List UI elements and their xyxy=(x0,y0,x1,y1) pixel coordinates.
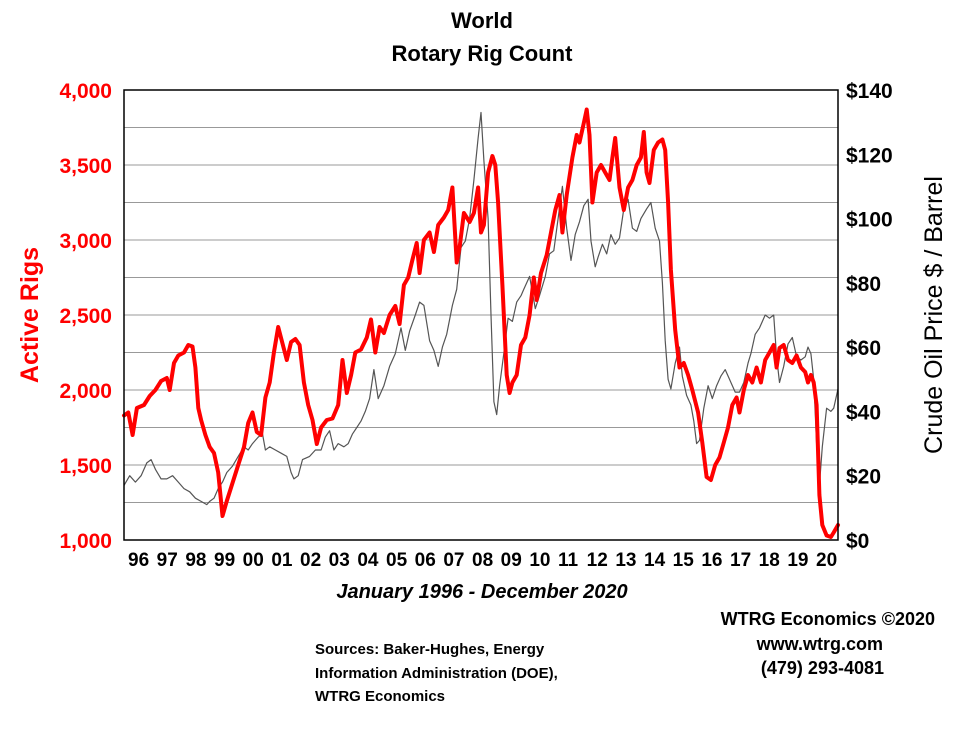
x-tick-label: 01 xyxy=(271,550,293,571)
x-axis-label: January 1996 - December 2020 xyxy=(336,581,627,603)
plot-frame xyxy=(123,89,839,541)
left-tick-label: 3,500 xyxy=(59,155,112,178)
left-tick-label: 3,000 xyxy=(59,230,112,253)
left-tick-label: 2,500 xyxy=(59,305,112,328)
series-layer xyxy=(122,107,840,539)
left-tick-label: 1,500 xyxy=(59,455,112,478)
x-tick-label: 03 xyxy=(329,550,350,571)
right-axis-label: Crude Oil Price $ / Barrel xyxy=(920,176,948,454)
x-tick-label: 08 xyxy=(472,550,493,571)
source-line1: Sources: Baker-Hughes, Energy xyxy=(315,641,545,658)
right-tick-label: $0 xyxy=(846,530,869,553)
right-tick-label: $60 xyxy=(846,337,881,360)
x-tick-label: 13 xyxy=(615,550,636,571)
right-tick-label: $120 xyxy=(846,144,893,167)
right-tick-label: $100 xyxy=(846,209,893,232)
x-tick-label: 05 xyxy=(386,550,408,571)
x-tick-label: 09 xyxy=(501,550,522,571)
x-tick-label: 97 xyxy=(157,550,178,571)
x-tick-label: 18 xyxy=(759,550,780,571)
x-tick-label: 20 xyxy=(816,550,837,571)
x-tick-label: 11 xyxy=(558,550,579,571)
x-tick-label: 00 xyxy=(243,550,264,571)
source-line2: Information Administration (DOE), xyxy=(315,665,558,682)
chart-title-line2: Rotary Rig Count xyxy=(392,41,574,66)
x-tick-label: 17 xyxy=(730,550,751,571)
left-tick-label: 2,000 xyxy=(59,380,112,403)
rig-count-line xyxy=(122,107,840,539)
right-tick-label: $140 xyxy=(846,80,893,103)
x-tick-label: 98 xyxy=(185,550,206,571)
x-tick-label: 96 xyxy=(128,550,149,571)
oil-price-line xyxy=(123,111,839,506)
x-tick-label: 02 xyxy=(300,550,321,571)
left-axis-ticks: 1,000 1,500 2,000 2,500 3,000 3,500 4,000 xyxy=(59,80,112,553)
chart-title-line1: World xyxy=(451,8,513,33)
credit-line1: WTRG Economics ©2020 xyxy=(721,609,935,629)
credit-line3: (479) 293-4081 xyxy=(761,658,884,678)
x-tick-label: 10 xyxy=(529,550,550,571)
left-axis-label: Active Rigs xyxy=(16,247,44,383)
x-tick-label: 19 xyxy=(787,550,808,571)
x-tick-label: 07 xyxy=(443,550,464,571)
x-axis-ticks: 96 97 98 99 00 01 02 03 04 05 06 07 08 09 10 11 12 13 14 15… xyxy=(128,550,837,571)
right-tick-label: $40 xyxy=(846,401,881,424)
right-axis-ticks: $0 $20 $40 $60 $80 $100 $120 $140 xyxy=(846,80,893,553)
right-tick-label: $20 xyxy=(846,466,881,489)
x-tick-label: 06 xyxy=(415,550,436,571)
x-tick-label: 15 xyxy=(673,550,695,571)
x-tick-label: 16 xyxy=(701,550,722,571)
x-tick-label: 14 xyxy=(644,550,666,571)
x-tick-label: 12 xyxy=(587,550,608,571)
x-tick-label: 99 xyxy=(214,550,235,571)
gridlines xyxy=(124,127,838,503)
left-tick-label: 4,000 xyxy=(59,80,112,103)
credit-line2: www.wtrg.com xyxy=(756,634,883,654)
left-tick-label: 1,000 xyxy=(59,530,112,553)
source-line3: WTRG Economics xyxy=(315,688,445,705)
right-tick-label: $80 xyxy=(846,273,881,296)
x-tick-label: 04 xyxy=(357,550,379,571)
